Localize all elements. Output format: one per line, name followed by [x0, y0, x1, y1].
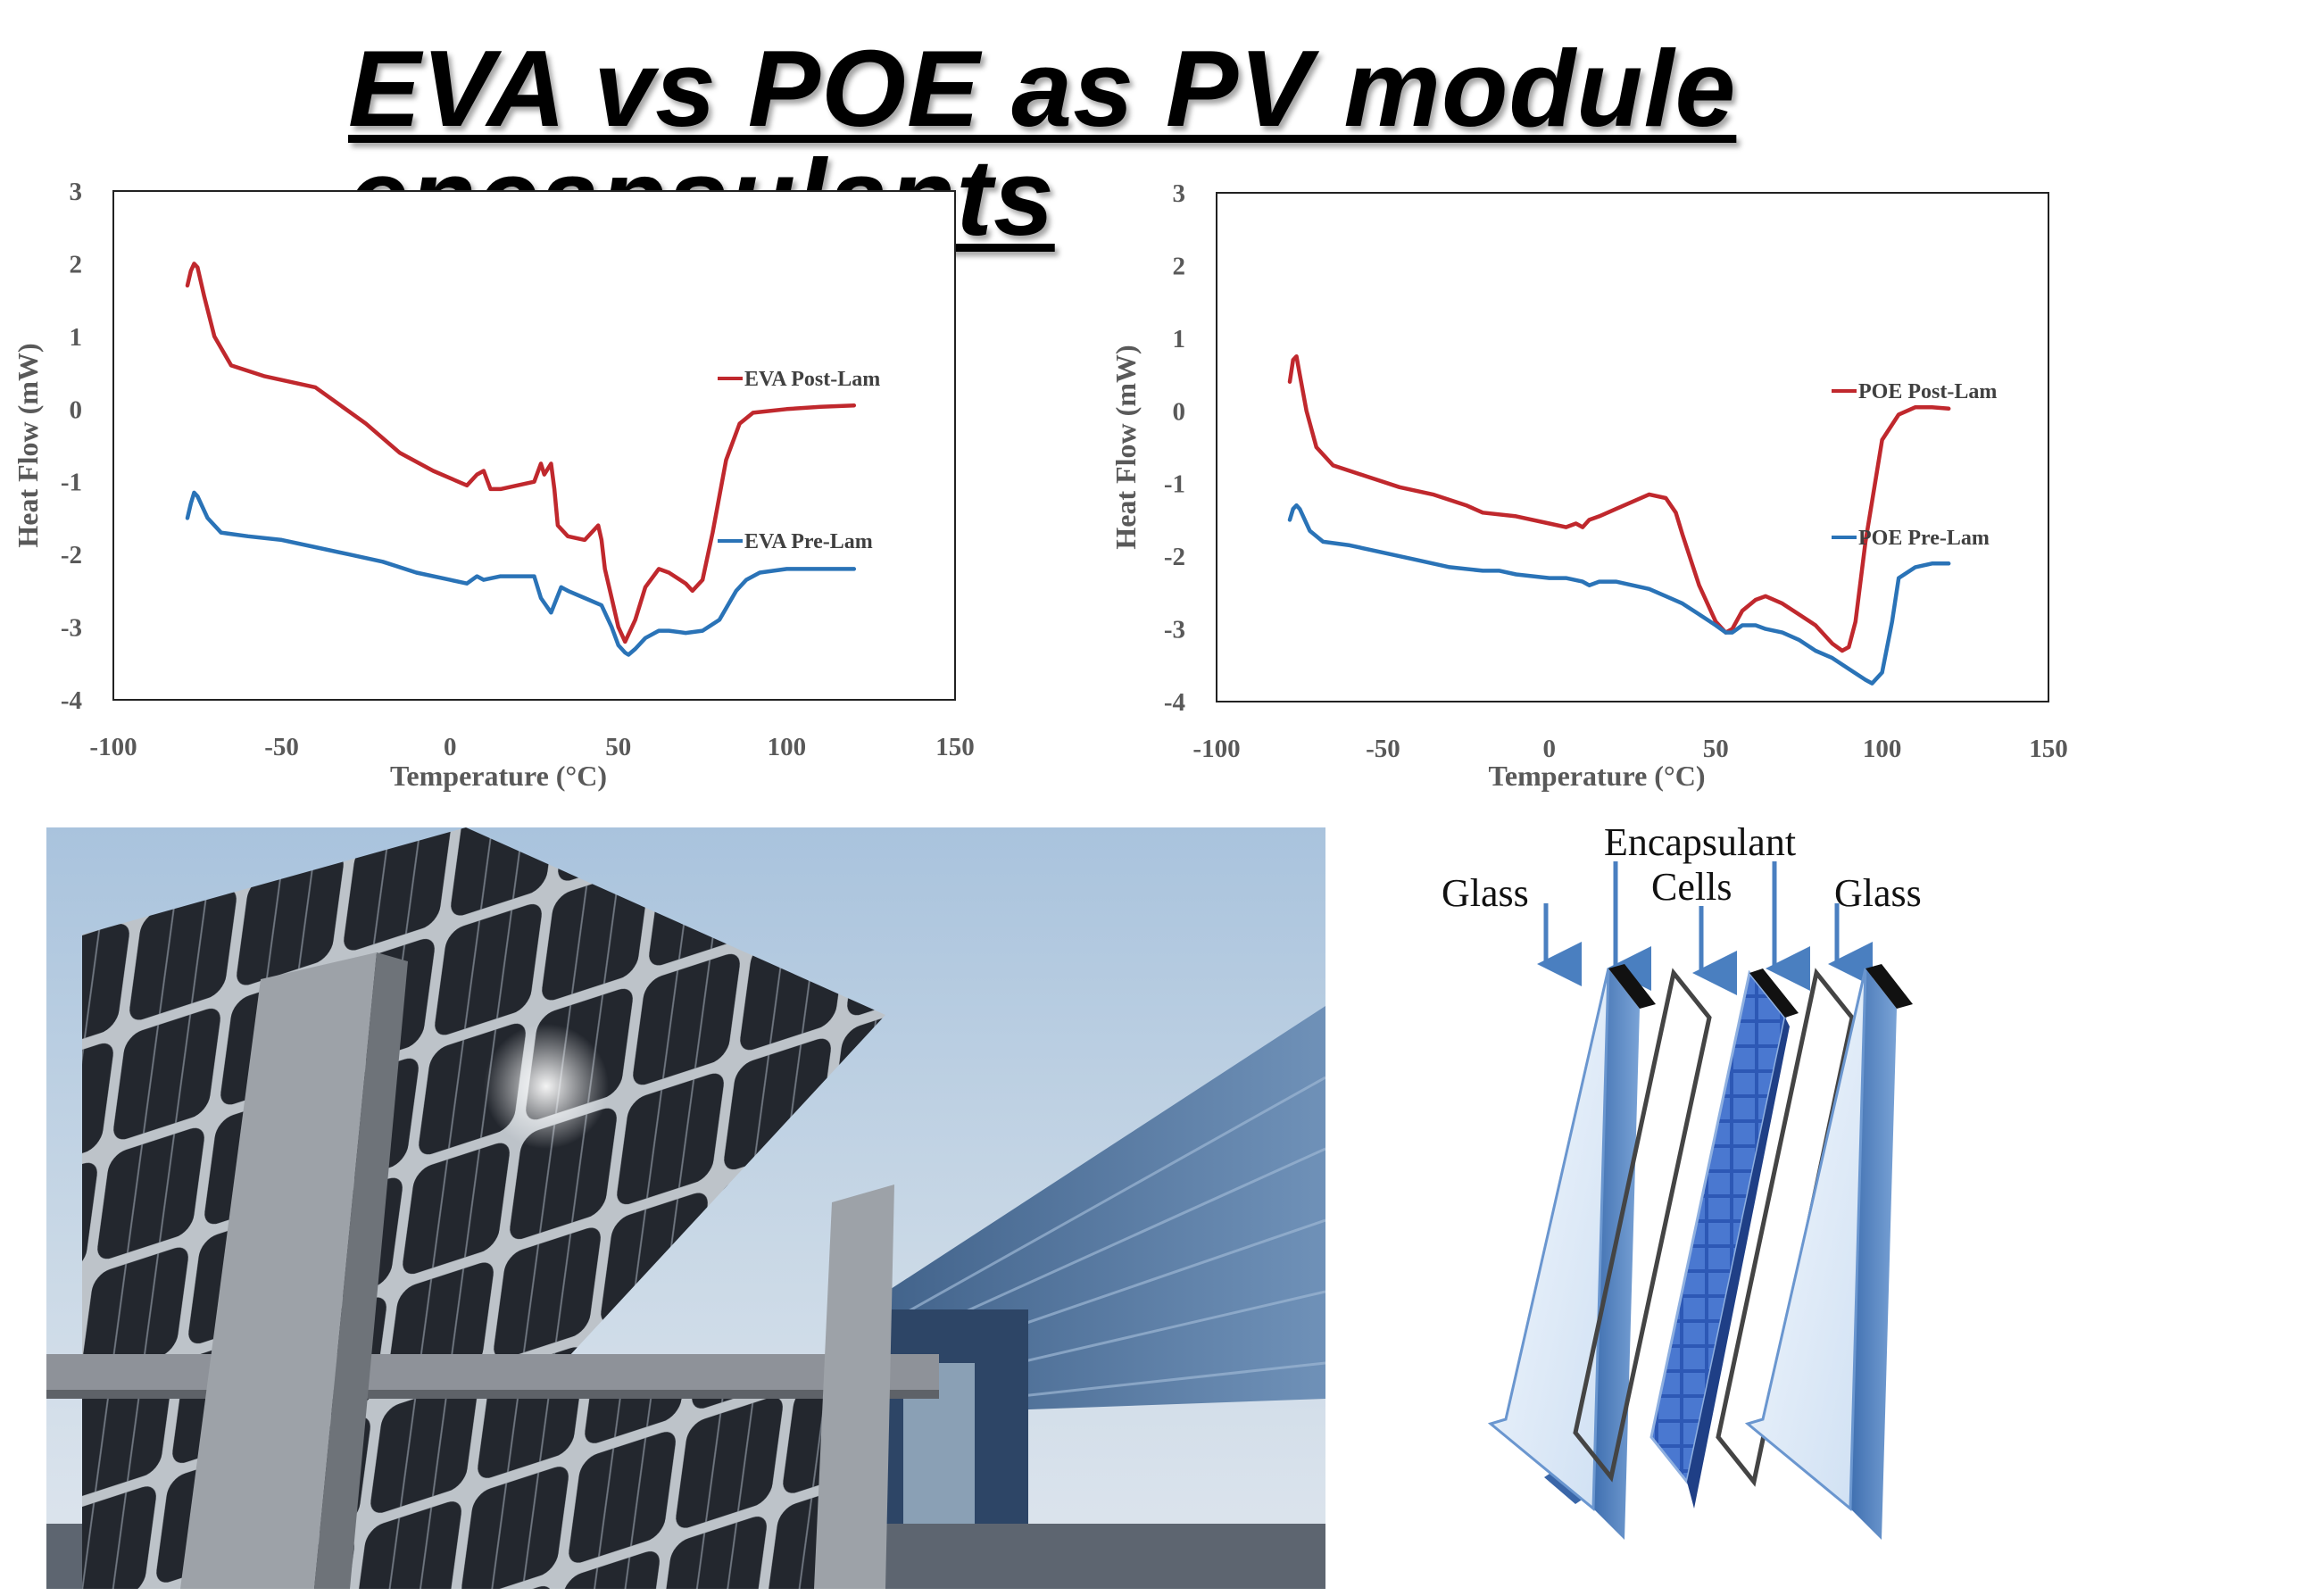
label-cells: Cells: [1651, 865, 1732, 909]
label-glass-right: Glass: [1834, 871, 1922, 915]
layer-encapsulant-left: [1573, 968, 1712, 1483]
y-tick-label: -4: [1164, 688, 1185, 717]
y-tick-label: -2: [1164, 543, 1185, 571]
y-tick-label: 3: [70, 178, 83, 206]
y-tick-label: 1: [1173, 325, 1186, 353]
legend-label: POE Post-Lam: [1858, 380, 1997, 403]
layer-glass-right: [1744, 964, 1913, 1540]
x-tick-label: 150: [2029, 735, 2068, 763]
layer-glass-left: [1487, 964, 1656, 1540]
layer-encapsulant-right: [1716, 968, 1855, 1487]
solar-panel: [46, 827, 939, 1589]
y-axis-label: Heat Flow (mW): [1109, 345, 1142, 549]
y-axis-label: Heat Flow (mW): [12, 343, 44, 547]
plot-area: [1216, 192, 2049, 702]
y-tick-label: 3: [1173, 179, 1186, 208]
series-line-eva-post-lam: [185, 262, 857, 644]
y-tick-label: -2: [61, 541, 82, 569]
legend-label: POE Pre-Lam: [1858, 527, 1990, 550]
x-tick-label: 100: [768, 733, 807, 761]
x-tick-label: -100: [89, 733, 137, 761]
y-tick-label: -1: [61, 469, 82, 497]
series-line-poe-pre-lam: [1287, 503, 1951, 686]
plot-area: [112, 190, 956, 701]
x-tick-label: 0: [1543, 735, 1557, 763]
poe-dsc-chart: 3 2 1 0 -1 -2 -3 -4-100 -50 0 50 100 150 Temperature …: [1109, 179, 2068, 792]
x-tick-label: -100: [1192, 735, 1240, 763]
x-tick-label: 50: [605, 733, 631, 761]
module-layer-diagram: Glass Encapsulant Cells Glass: [1442, 821, 1922, 1540]
y-tick-label: -3: [1164, 616, 1185, 644]
x-tick-label: 150: [935, 733, 975, 761]
series-line-poe-post-lam: [1287, 353, 1951, 653]
y-tick-label: -1: [1164, 470, 1185, 499]
label-encapsulant: Encapsulant: [1604, 821, 1796, 864]
y-tick-label: 2: [1173, 252, 1186, 280]
y-tick-label: -3: [61, 614, 82, 643]
x-axis-label: Temperature (°C): [1489, 760, 1706, 792]
y-tick-label: 2: [70, 250, 83, 278]
x-tick-label: 100: [1863, 735, 1902, 763]
x-tick-label: 50: [1703, 735, 1729, 763]
y-tick-label: -4: [61, 686, 82, 715]
y-tick-label: 0: [1173, 397, 1186, 426]
x-axis-label: Temperature (°C): [390, 760, 607, 792]
label-glass-left: Glass: [1442, 871, 1529, 915]
x-tick-label: -50: [264, 733, 299, 761]
legend-label: EVA Post-Lam: [744, 368, 880, 391]
bifacial-panel-photo: [46, 827, 1325, 1589]
series-line-eva-pre-lam: [185, 490, 857, 657]
layer-cells: [1649, 968, 1799, 1509]
legend-label: EVA Pre-Lam: [744, 530, 873, 553]
y-tick-label: 0: [70, 395, 83, 424]
y-tick-label: 1: [70, 323, 83, 352]
x-tick-label: -50: [1366, 735, 1400, 763]
x-tick-label: 0: [444, 733, 457, 761]
eva-dsc-chart: 3 2 1 0 -1 -2 -3 -4-100 -50 0 50 100 150 Temperature …: [12, 178, 975, 792]
